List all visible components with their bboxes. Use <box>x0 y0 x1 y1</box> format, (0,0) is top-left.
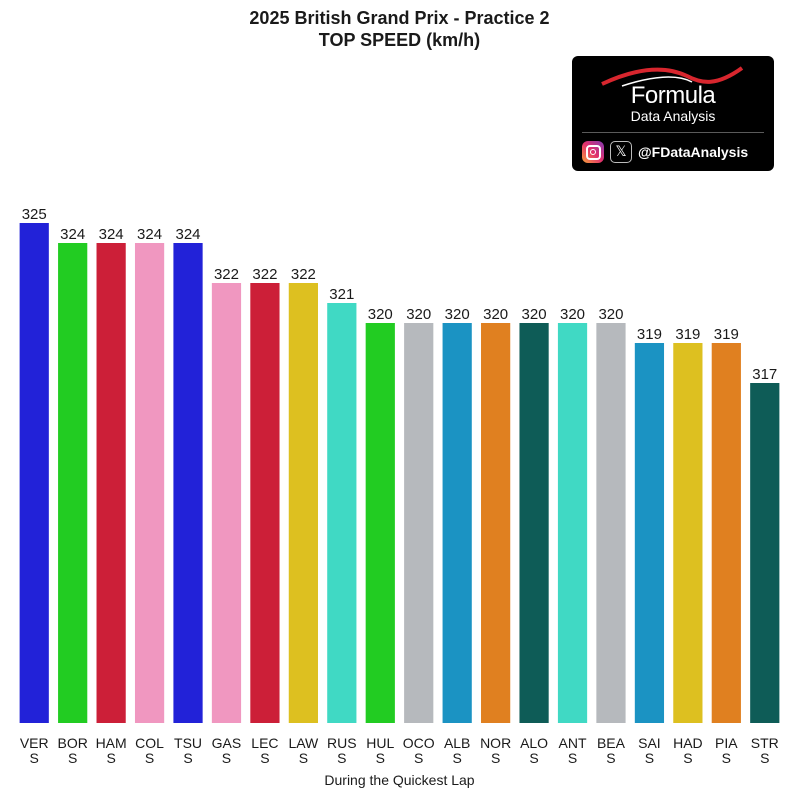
bar-value-label: 324 <box>137 226 162 243</box>
bar <box>96 243 126 723</box>
bar-value-label: 324 <box>99 226 124 243</box>
x-axis-label: During the Quickest Lap <box>324 772 475 788</box>
bar-value-label: 319 <box>714 326 739 343</box>
x-tick-label: PIA S <box>715 735 738 766</box>
bar <box>442 323 472 723</box>
instagram-icon <box>582 141 604 163</box>
bar-value-label: 324 <box>176 226 201 243</box>
bar <box>404 323 434 723</box>
x-tick-label: LEC S <box>251 735 278 766</box>
bar <box>557 323 588 723</box>
bar <box>250 283 280 723</box>
bar <box>134 243 165 723</box>
bar <box>596 323 626 723</box>
bar <box>365 323 395 723</box>
bar <box>750 383 780 723</box>
x-tick-label: LAW S <box>288 735 319 766</box>
x-tick-label: TSU S <box>174 735 202 766</box>
x-tick-label: OCO S <box>403 735 435 766</box>
bar-value-label: 322 <box>214 266 239 283</box>
bar-value-label: 319 <box>637 326 662 343</box>
x-icon: 𝕏 <box>610 141 632 163</box>
bar-value-label: 320 <box>483 306 508 323</box>
x-tick-label: GAS S <box>212 735 242 766</box>
x-tick-label: RUS S <box>327 735 357 766</box>
x-tick-label: HAD S <box>673 735 703 766</box>
x-tick-label: BEA S <box>597 735 626 766</box>
bar-value-label: 317 <box>752 366 777 383</box>
logo-brand-text: Formula <box>630 82 716 109</box>
bar-value-label: 319 <box>675 326 700 343</box>
social-row: 𝕏 @FDataAnalysis <box>582 140 748 164</box>
bar-value-label: 320 <box>560 306 585 323</box>
bar-value-label: 320 <box>522 306 547 323</box>
bar <box>481 323 511 723</box>
bar-value-label: 322 <box>252 266 277 283</box>
x-tick-label: SAI S <box>638 735 661 766</box>
bar-value-label: 322 <box>291 266 316 283</box>
bar <box>673 343 703 723</box>
brand-logo: Formula Data Analysis 𝕏 @FDataAnalysis <box>572 56 774 171</box>
x-tick-label: ALO S <box>520 735 548 766</box>
bar-value-label: 320 <box>406 306 431 323</box>
bar-value-label: 320 <box>445 306 470 323</box>
bar-value-label: 320 <box>368 306 393 323</box>
chart-subtitle: TOP SPEED (km/h) <box>318 30 481 50</box>
swoosh-icon <box>601 66 744 87</box>
social-handle: @FDataAnalysis <box>638 144 749 160</box>
x-tick-label: HUL S <box>366 735 394 766</box>
bar <box>58 243 88 723</box>
bar <box>327 303 357 723</box>
bar <box>634 343 665 723</box>
x-tick-label: HAM S <box>96 735 127 766</box>
bar <box>519 323 549 723</box>
x-tick-label: BOR S <box>58 735 88 766</box>
bar-value-label: 320 <box>598 306 623 323</box>
bar <box>173 243 203 723</box>
x-tick-label: STR S <box>751 735 779 766</box>
x-tick-label: NOR S <box>480 735 511 766</box>
x-tick-label: VER S <box>20 735 49 766</box>
x-tick-label: COL S <box>135 735 164 766</box>
bar <box>19 223 49 723</box>
x-tick-label: ALB S <box>444 735 470 766</box>
x-tick-label: ANT S <box>559 735 587 766</box>
bar <box>711 343 741 723</box>
bar-value-label: 324 <box>60 226 85 243</box>
logo-divider <box>582 132 764 133</box>
chart-title: 2025 British Grand Prix - Practice 2 <box>249 8 550 28</box>
bar <box>288 283 318 723</box>
bar-value-label: 321 <box>329 286 354 303</box>
logo-sub-text: Data Analysis <box>630 108 716 124</box>
bar-value-label: 325 <box>22 206 47 223</box>
bar <box>211 283 242 723</box>
